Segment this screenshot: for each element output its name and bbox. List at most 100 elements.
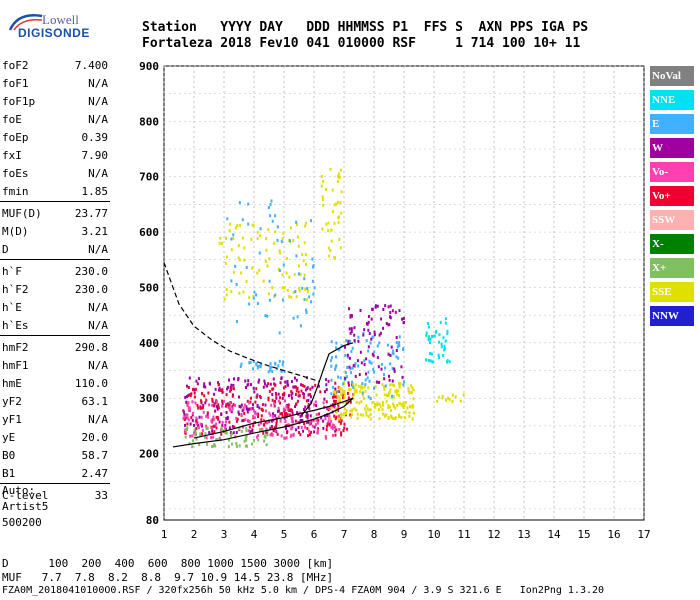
echo-point (307, 398, 310, 402)
echo-point (320, 416, 323, 420)
legend-item: W (650, 138, 694, 158)
echo-point (296, 235, 299, 239)
echo-point (398, 394, 401, 398)
echo-point (298, 289, 301, 293)
echo-point (320, 174, 323, 178)
echo-point (193, 433, 196, 437)
echo-point (207, 391, 210, 395)
echo-point (284, 399, 287, 403)
echo-point (187, 385, 190, 389)
echo-point (391, 383, 394, 387)
echo-point (330, 425, 333, 429)
echo-point (367, 370, 370, 374)
echo-point (237, 378, 240, 382)
echo-point (220, 412, 223, 416)
echo-point (367, 349, 370, 353)
param-value: 33 (94, 489, 108, 502)
echo-point (208, 431, 211, 435)
echo-point (317, 418, 320, 422)
echo-point (344, 345, 347, 349)
echo-point (303, 298, 306, 302)
echo-point (271, 393, 274, 397)
echo-point (283, 391, 286, 395)
echo-point (395, 341, 398, 345)
echo-point (262, 418, 265, 422)
echo-point (349, 413, 352, 417)
echo-point (367, 386, 370, 390)
echo-point (258, 234, 261, 238)
echo-point (387, 393, 390, 397)
echo-point (204, 401, 207, 405)
echo-point (306, 298, 309, 302)
x-tick-label: 14 (547, 528, 561, 541)
x-tick-label: 1 (161, 528, 168, 541)
echo-point (252, 409, 255, 413)
echo-point (199, 422, 202, 426)
param-value: N/A (88, 113, 108, 126)
echo-point (247, 407, 250, 411)
echo-point (321, 227, 324, 231)
echo-point (257, 380, 260, 384)
echo-point (232, 431, 235, 435)
echo-point (278, 331, 281, 335)
echo-point (447, 396, 450, 400)
echo-point (223, 429, 226, 433)
echo-point (398, 344, 401, 348)
param-row: h`E N/A (0, 298, 112, 316)
echo-point (220, 404, 223, 408)
echo-point (315, 418, 318, 422)
x-tick-label: 3 (221, 528, 228, 541)
echo-point (290, 393, 293, 397)
echo-point (446, 329, 449, 333)
echo-point (341, 392, 344, 396)
legend-item: E (650, 114, 694, 134)
echo-point (322, 179, 325, 183)
echo-point (256, 271, 259, 275)
echo-point (306, 416, 309, 420)
echo-point (293, 273, 296, 277)
param-value: 23.77 (74, 207, 108, 220)
echo-point (340, 433, 343, 437)
echo-point (301, 286, 304, 290)
echo-point (440, 342, 443, 346)
echo-point (302, 407, 305, 411)
echo-point (339, 376, 342, 380)
echo-point (327, 379, 330, 383)
echo-point (189, 422, 192, 426)
echo-point (403, 380, 406, 384)
echo-point (234, 226, 237, 230)
echo-point (389, 388, 392, 392)
echo-point (377, 408, 380, 412)
echo-point (240, 362, 243, 366)
echo-point (282, 263, 285, 267)
echo-point (359, 390, 362, 394)
echo-point (228, 406, 231, 410)
echo-point (240, 429, 243, 433)
echo-point (264, 435, 267, 439)
echo-point (335, 395, 338, 399)
echo-point (355, 408, 358, 412)
echo-point (187, 394, 190, 398)
echo-point (228, 438, 231, 442)
echo-point (362, 396, 365, 400)
echo-point (185, 400, 188, 404)
echo-point (395, 335, 398, 339)
echo-point (229, 222, 232, 226)
echo-point (404, 400, 407, 404)
ionogram-chart: 1 2 3 4 5 6 7 8 9 10 11 12 13 14 15 16 17802003004005006… (139, 60, 650, 541)
echo-point (373, 386, 376, 390)
echo-point (338, 347, 341, 351)
echo-point (288, 275, 291, 279)
echo-point (233, 425, 236, 429)
echo-point (182, 409, 185, 413)
echo-point (200, 400, 203, 404)
echo-point (256, 237, 259, 241)
echo-point (314, 383, 317, 387)
echo-point (229, 431, 232, 435)
echo-point (292, 432, 295, 436)
echo-point (330, 228, 333, 232)
echo-point (382, 412, 385, 416)
x-tick-label: 16 (607, 528, 620, 541)
echo-point (298, 394, 301, 398)
echo-point (430, 352, 433, 356)
